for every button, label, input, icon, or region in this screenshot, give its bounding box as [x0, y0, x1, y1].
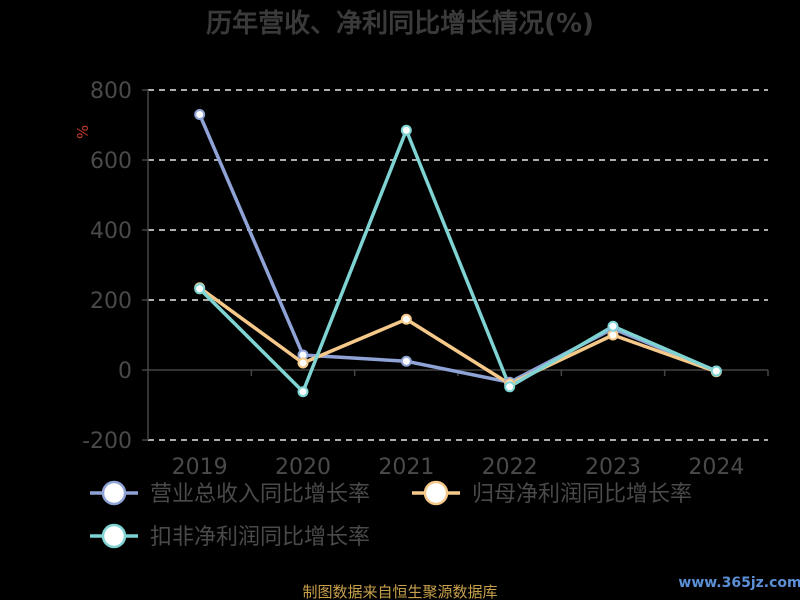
- y-tick-label: 0: [118, 359, 132, 384]
- data-point: [194, 109, 206, 120]
- source-note: 制图数据来自恒生聚源数据库: [302, 583, 497, 600]
- data-point: [400, 313, 412, 325]
- legend-item-2[interactable]: 归母净利润同比增长率: [412, 480, 692, 507]
- legend-item-1[interactable]: 营业总收入同比增长率: [90, 480, 370, 507]
- y-axis-label: %: [74, 125, 92, 139]
- x-tick-labels: 2019 2020 2021 2022 2023 2024: [172, 455, 745, 480]
- x-tick-label: 2024: [688, 455, 744, 480]
- data-point: [194, 283, 206, 295]
- x-tick-label: 2022: [482, 455, 538, 480]
- chart-title: 历年营收、净利同比增长情况(%): [206, 8, 594, 39]
- x-tick-label: 2019: [172, 455, 228, 480]
- data-point: [710, 365, 722, 377]
- y-tick-label: -200: [82, 429, 132, 454]
- data-point: [297, 386, 309, 398]
- data-point: [400, 124, 412, 136]
- x-tick-label: 2023: [585, 455, 641, 480]
- y-tick-label: 800: [90, 79, 132, 104]
- data-point: [607, 329, 619, 341]
- legend-label: 扣非净利润同比增长率: [150, 525, 370, 550]
- y-tick-label: 200: [90, 289, 132, 314]
- x-tick-label: 2020: [275, 455, 331, 480]
- data-point: [297, 357, 309, 369]
- series-line-1: [198, 113, 717, 384]
- legend-item-3[interactable]: 扣非净利润同比增长率: [90, 523, 370, 550]
- legend-label: 归母净利润同比增长率: [472, 482, 692, 507]
- series-line-2: [198, 286, 717, 386]
- watermark: www.365jz.com: [678, 575, 800, 591]
- legend-label: 营业总收入同比增长率: [150, 482, 370, 507]
- legend-marker: [423, 480, 449, 506]
- series-line-3: [198, 128, 718, 394]
- y-tick-label: 400: [90, 219, 132, 244]
- legend-marker: [101, 523, 127, 549]
- data-point: [607, 320, 619, 332]
- grid-lines: [148, 89, 768, 441]
- data-point: [400, 355, 412, 367]
- axes: [142, 89, 769, 441]
- y-tick-label: 600: [90, 149, 132, 174]
- legend-marker: [101, 480, 127, 506]
- x-tick-label: 2021: [378, 455, 434, 480]
- y-tick-labels: -200 0 200 400 600 800: [82, 79, 132, 454]
- series-group: [194, 109, 722, 398]
- data-point: [504, 381, 516, 393]
